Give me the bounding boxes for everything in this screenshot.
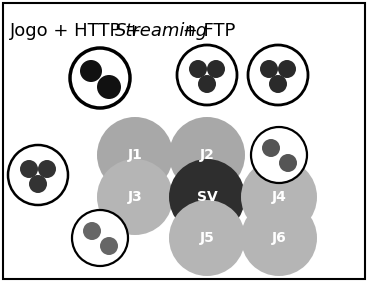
Text: SV: SV	[197, 190, 217, 204]
Text: J6: J6	[272, 231, 286, 245]
Circle shape	[251, 127, 307, 183]
Text: J1: J1	[128, 148, 142, 162]
Circle shape	[70, 48, 130, 108]
Circle shape	[262, 139, 280, 157]
Circle shape	[72, 210, 128, 266]
Circle shape	[198, 75, 216, 93]
Circle shape	[269, 75, 287, 93]
Circle shape	[97, 75, 121, 99]
Text: J3: J3	[128, 190, 142, 204]
Text: J4: J4	[272, 190, 286, 204]
Circle shape	[29, 175, 47, 193]
Circle shape	[169, 200, 245, 276]
Circle shape	[169, 159, 245, 235]
Circle shape	[97, 159, 173, 235]
Circle shape	[20, 160, 38, 178]
Circle shape	[169, 117, 245, 193]
Circle shape	[97, 117, 173, 193]
Circle shape	[177, 45, 237, 105]
Circle shape	[241, 200, 317, 276]
Text: Streaming: Streaming	[115, 22, 208, 40]
Circle shape	[100, 237, 118, 255]
Circle shape	[278, 60, 296, 78]
Circle shape	[80, 60, 102, 82]
Circle shape	[189, 60, 207, 78]
Circle shape	[248, 45, 308, 105]
Circle shape	[8, 145, 68, 205]
Circle shape	[38, 160, 56, 178]
Circle shape	[241, 159, 317, 235]
Circle shape	[279, 154, 297, 172]
Text: Jogo + HTTP +: Jogo + HTTP +	[10, 22, 148, 40]
Text: J5: J5	[199, 231, 215, 245]
Circle shape	[83, 222, 101, 240]
Circle shape	[260, 60, 278, 78]
Circle shape	[207, 60, 225, 78]
Text: + FTP: + FTP	[177, 22, 236, 40]
Text: J2: J2	[199, 148, 215, 162]
